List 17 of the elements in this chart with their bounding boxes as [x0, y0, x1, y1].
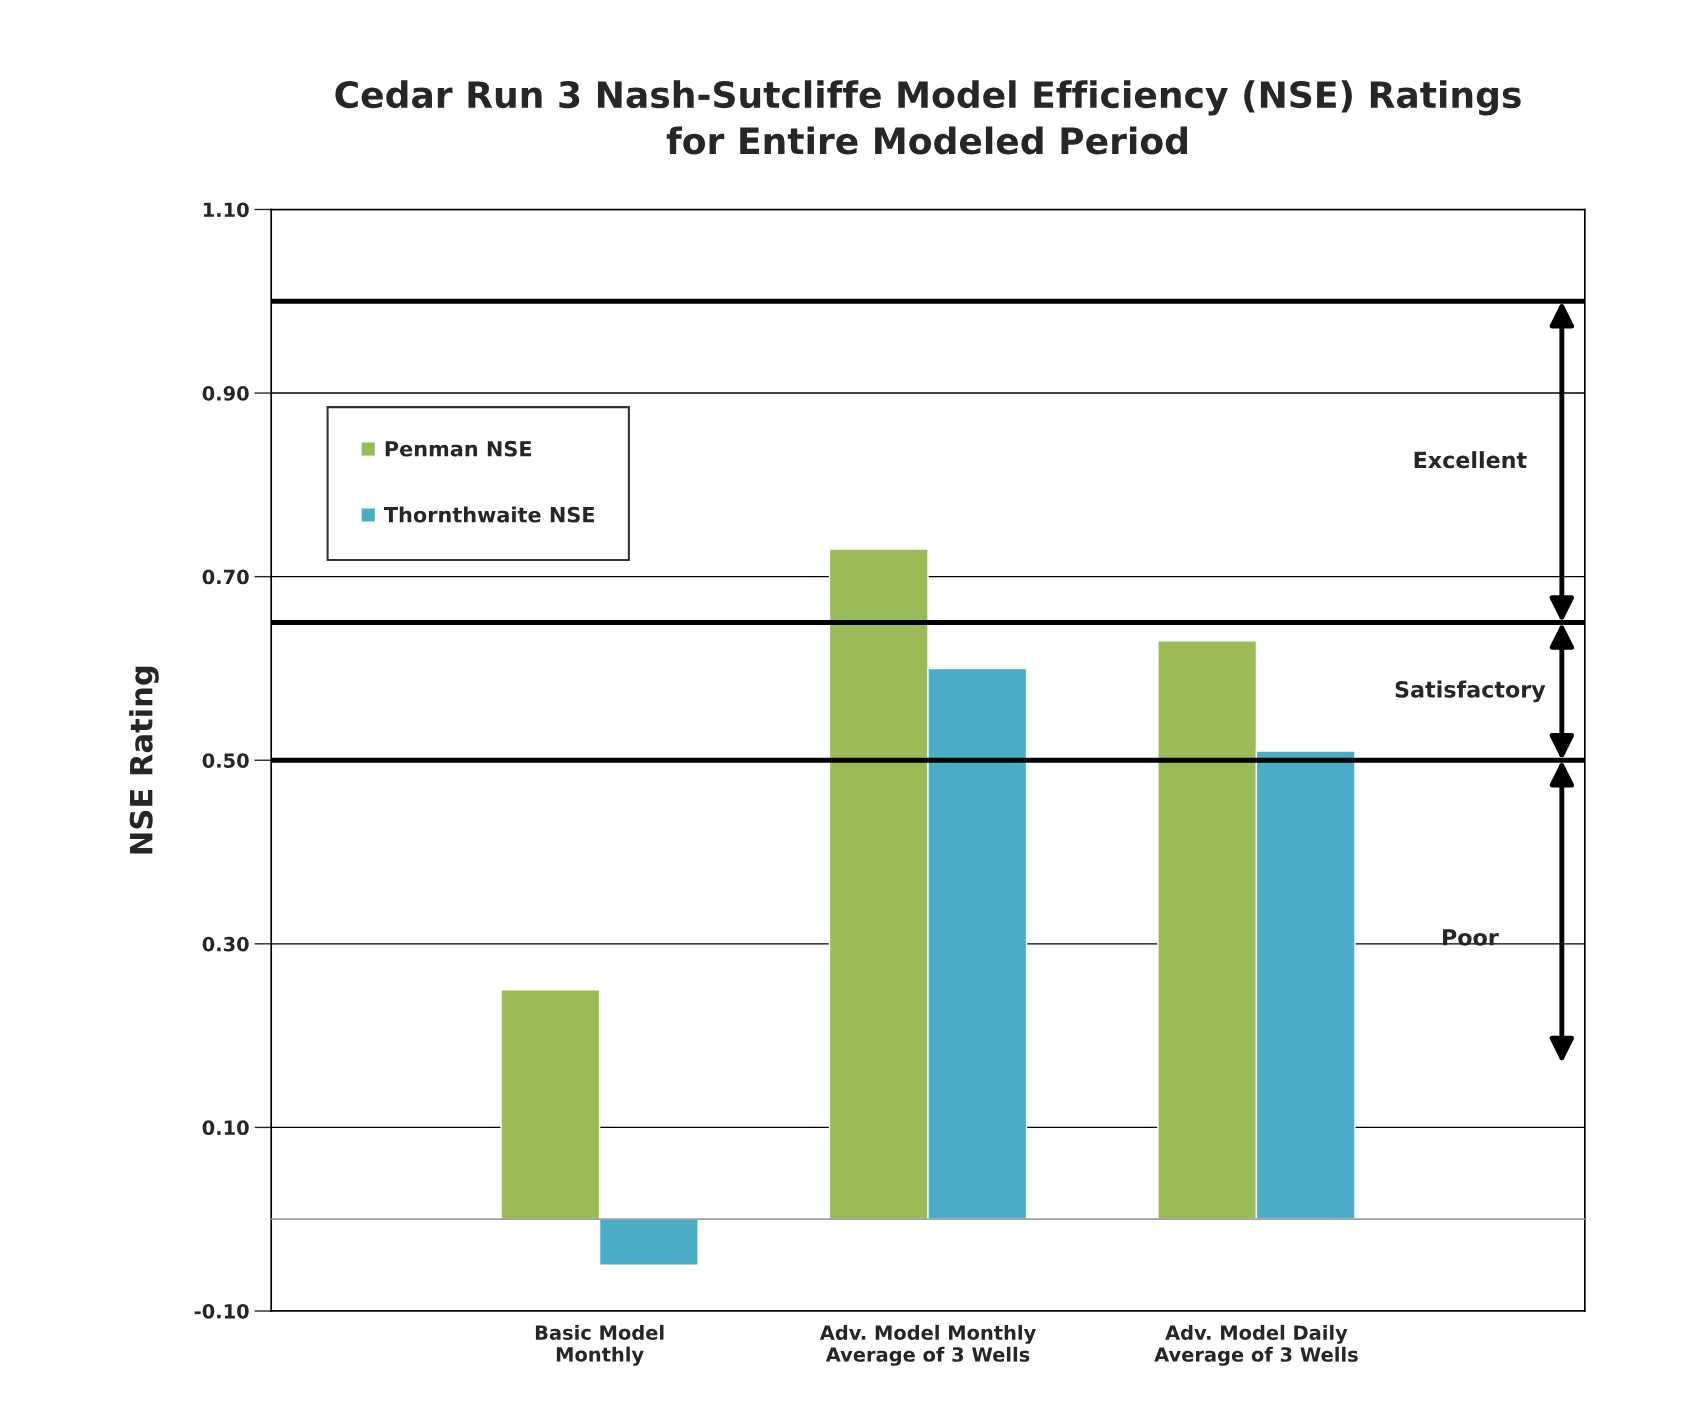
chart-title: Cedar Run 3 Nash-Sutcliffe Model Efficiency (NSE) Ratings for Entire Modeled Period: [335, 80, 1521, 155]
y-tick-label: 1.10: [203, 202, 249, 218]
x-tick-label: Adv. Model Daily Average of 3 Wells: [1154, 1324, 1358, 1366]
y-tick-label: -0.10: [194, 1303, 249, 1319]
y-tick-label: 0.10: [202, 1120, 249, 1136]
y-tick-label: 0.70: [202, 569, 249, 585]
annotation: Poor: [1443, 929, 1499, 946]
y-tick-label: 0.90: [202, 386, 249, 401]
y-tick-label: 0.50: [202, 753, 249, 768]
x-tick-label: Basic Model Monthly: [535, 1324, 664, 1366]
y-axis-title: NSE Rating: [129, 666, 159, 854]
legend-label: Penman NSE: [385, 440, 532, 457]
x-tick-label: Adv. Model Monthly Average of 3 Wells: [819, 1324, 1036, 1366]
annotation: Satisfactory: [1395, 680, 1546, 703]
legend-label: Thornthwaite NSE: [383, 506, 595, 523]
annotation: Excellent: [1414, 451, 1527, 469]
y-tick-label: 0.30: [202, 936, 249, 952]
